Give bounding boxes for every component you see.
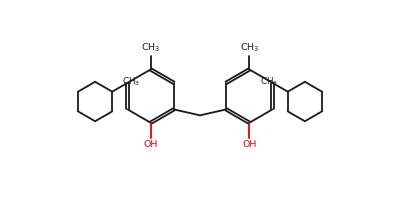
Text: CH$_3$: CH$_3$ bbox=[240, 41, 259, 54]
Text: CH$_3$: CH$_3$ bbox=[141, 41, 160, 54]
Text: CH$_3$: CH$_3$ bbox=[260, 75, 278, 88]
Text: OH: OH bbox=[144, 140, 158, 149]
Text: OH: OH bbox=[242, 140, 256, 149]
Text: CH$_3$: CH$_3$ bbox=[122, 75, 140, 88]
